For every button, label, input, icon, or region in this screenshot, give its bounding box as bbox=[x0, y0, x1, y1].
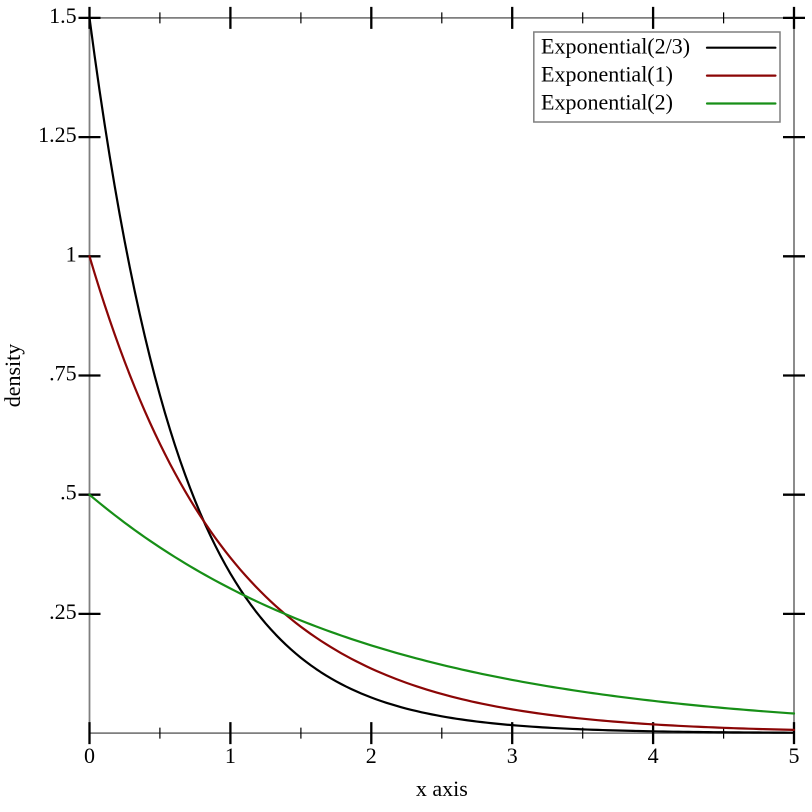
svg-text:density: density bbox=[0, 344, 25, 408]
svg-text:4: 4 bbox=[648, 743, 659, 768]
svg-text:1: 1 bbox=[225, 743, 236, 768]
svg-text:1.25: 1.25 bbox=[38, 122, 77, 147]
svg-text:.75: .75 bbox=[49, 361, 77, 386]
svg-text:2: 2 bbox=[366, 743, 377, 768]
svg-text:0: 0 bbox=[84, 743, 95, 768]
svg-text:.5: .5 bbox=[60, 480, 77, 505]
svg-text:Exponential(2): Exponential(2) bbox=[541, 89, 673, 114]
svg-text:Exponential(2/3): Exponential(2/3) bbox=[541, 34, 690, 59]
svg-text:.25: .25 bbox=[49, 599, 77, 624]
svg-text:x axis: x axis bbox=[416, 776, 468, 801]
svg-text:3: 3 bbox=[507, 743, 518, 768]
svg-text:5: 5 bbox=[789, 743, 800, 768]
svg-text:1.5: 1.5 bbox=[49, 3, 77, 28]
svg-text:1: 1 bbox=[66, 241, 77, 266]
svg-text:Exponential(1): Exponential(1) bbox=[541, 61, 673, 86]
